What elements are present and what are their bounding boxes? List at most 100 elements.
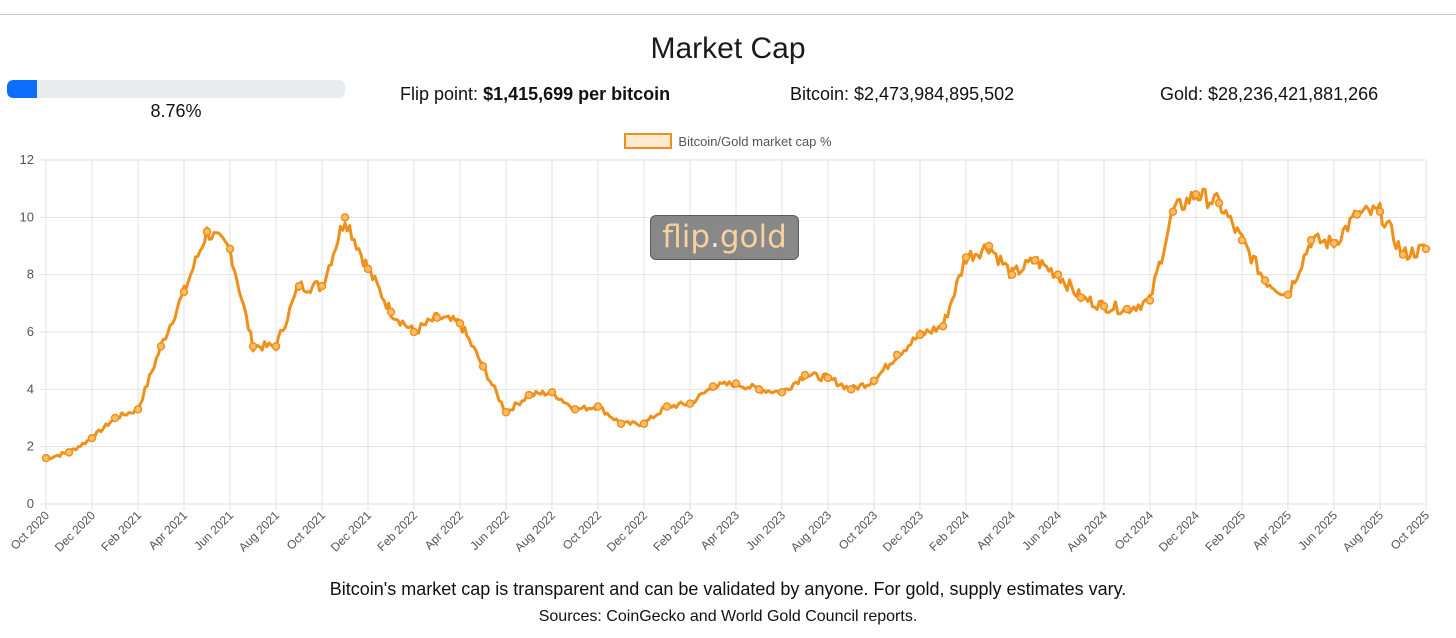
data-point [432, 313, 442, 322]
legend-swatch [624, 133, 673, 149]
x-tick-label: Jun 2025 [1295, 508, 1340, 553]
x-tick-label: Feb 2025 [1202, 508, 1248, 554]
data-point [1260, 276, 1270, 285]
data-point [869, 376, 879, 385]
flip-progress-label: 8.76% [150, 101, 202, 121]
data-point [777, 387, 787, 397]
data-point [961, 253, 971, 262]
data-point [179, 287, 189, 297]
data-point [225, 244, 235, 254]
x-tick-label: Dec 2024 [1156, 508, 1202, 554]
flip-point-label: Flip point: [400, 84, 479, 104]
x-tick-label: Jun 2022 [467, 508, 512, 553]
x-tick-label: Feb 2021 [98, 508, 144, 554]
data-point [1283, 290, 1293, 299]
data-point [662, 402, 672, 411]
data-point [1329, 238, 1339, 248]
chart-legend[interactable]: Bitcoin/Gold market cap % [0, 133, 1456, 149]
x-tick-label: Apr 2021 [146, 508, 191, 553]
data-point [938, 322, 948, 331]
y-tick-label: 12 [20, 152, 34, 167]
data-point [846, 385, 856, 394]
data-point [823, 373, 833, 383]
x-tick-label: Aug 2024 [1064, 508, 1110, 554]
flip-point-stat: Flip point: $1,415,699 per bitcoin [400, 84, 670, 105]
x-tick-label: Jun 2021 [191, 508, 236, 553]
flip-gold-watermark: flip.gold [650, 215, 799, 260]
x-tick-label: Oct 2022 [560, 508, 605, 553]
data-point [524, 390, 534, 400]
data-point [892, 350, 902, 360]
data-point [1398, 250, 1408, 259]
x-tick-label: Aug 2025 [1340, 508, 1386, 554]
data-point [1352, 210, 1362, 219]
y-tick-label: 4 [27, 381, 34, 396]
x-tick-label: Apr 2025 [1250, 508, 1295, 553]
data-point [1007, 270, 1017, 279]
data-point [501, 408, 511, 417]
y-tick-label: 2 [27, 439, 34, 454]
x-tick-label: Dec 2021 [328, 508, 374, 554]
y-tick-label: 8 [27, 267, 34, 282]
flip-progress-bar [7, 80, 345, 98]
data-point [800, 370, 810, 380]
x-tick-label: Dec 2023 [880, 508, 926, 554]
x-tick-label: Oct 2025 [1388, 508, 1433, 553]
data-point [754, 385, 764, 394]
data-point [1053, 270, 1063, 279]
y-tick-label: 0 [27, 496, 34, 511]
x-tick-label: Dec 2020 [52, 508, 98, 554]
data-point [294, 281, 304, 291]
data-point [1306, 236, 1316, 245]
x-tick-label: Dec 2022 [604, 508, 650, 554]
flip-progress-fill [7, 80, 37, 98]
data-point [133, 405, 143, 414]
data-point [547, 387, 557, 397]
data-point [41, 453, 51, 463]
page-title: Market Cap [650, 32, 806, 65]
y-tick-label: 10 [20, 209, 34, 224]
data-point [731, 379, 741, 388]
footer-sources: Sources: CoinGecko and World Gold Counci… [538, 608, 918, 625]
data-point [1145, 296, 1155, 305]
data-point [248, 342, 258, 351]
data-point [685, 399, 695, 408]
bitcoin-market-cap: Bitcoin: $2,473,984,895,502 [790, 84, 1015, 104]
data-point [363, 264, 373, 274]
gold-market-cap: Gold: $28,236,421,881,266 [1160, 84, 1379, 104]
data-point [984, 241, 994, 251]
x-tick-label: Aug 2023 [788, 508, 834, 554]
data-point [455, 319, 465, 328]
data-point [317, 281, 327, 291]
data-point [1191, 190, 1201, 199]
data-point [616, 419, 626, 428]
data-point [87, 433, 97, 443]
x-tick-label: Oct 2024 [1112, 508, 1157, 553]
data-point [708, 382, 718, 391]
data-point [915, 330, 925, 340]
x-tick-label: Oct 2020 [8, 508, 53, 553]
data-point [1122, 304, 1132, 314]
legend-label: Bitcoin/Gold market cap % [678, 134, 832, 149]
data-point [386, 307, 396, 317]
x-tick-label: Apr 2023 [698, 508, 743, 553]
x-tick-label: Feb 2023 [650, 508, 696, 554]
data-point [1030, 256, 1040, 265]
data-point [1421, 244, 1431, 254]
x-tick-label: Aug 2022 [512, 508, 558, 554]
x-tick-label: Oct 2023 [836, 508, 881, 553]
x-tick-label: Apr 2022 [422, 508, 467, 553]
y-tick-label: 6 [27, 324, 34, 339]
x-tick-label: Oct 2021 [284, 508, 329, 553]
data-point [1076, 293, 1086, 302]
x-tick-label: Jun 2023 [743, 508, 788, 553]
data-point [409, 327, 419, 337]
x-tick-label: Aug 2021 [236, 508, 282, 554]
x-tick-label: Jun 2024 [1019, 508, 1064, 553]
data-point [340, 213, 350, 222]
data-point [202, 227, 212, 236]
data-point [1168, 207, 1178, 216]
data-point [593, 402, 603, 411]
data-point [1214, 198, 1224, 208]
